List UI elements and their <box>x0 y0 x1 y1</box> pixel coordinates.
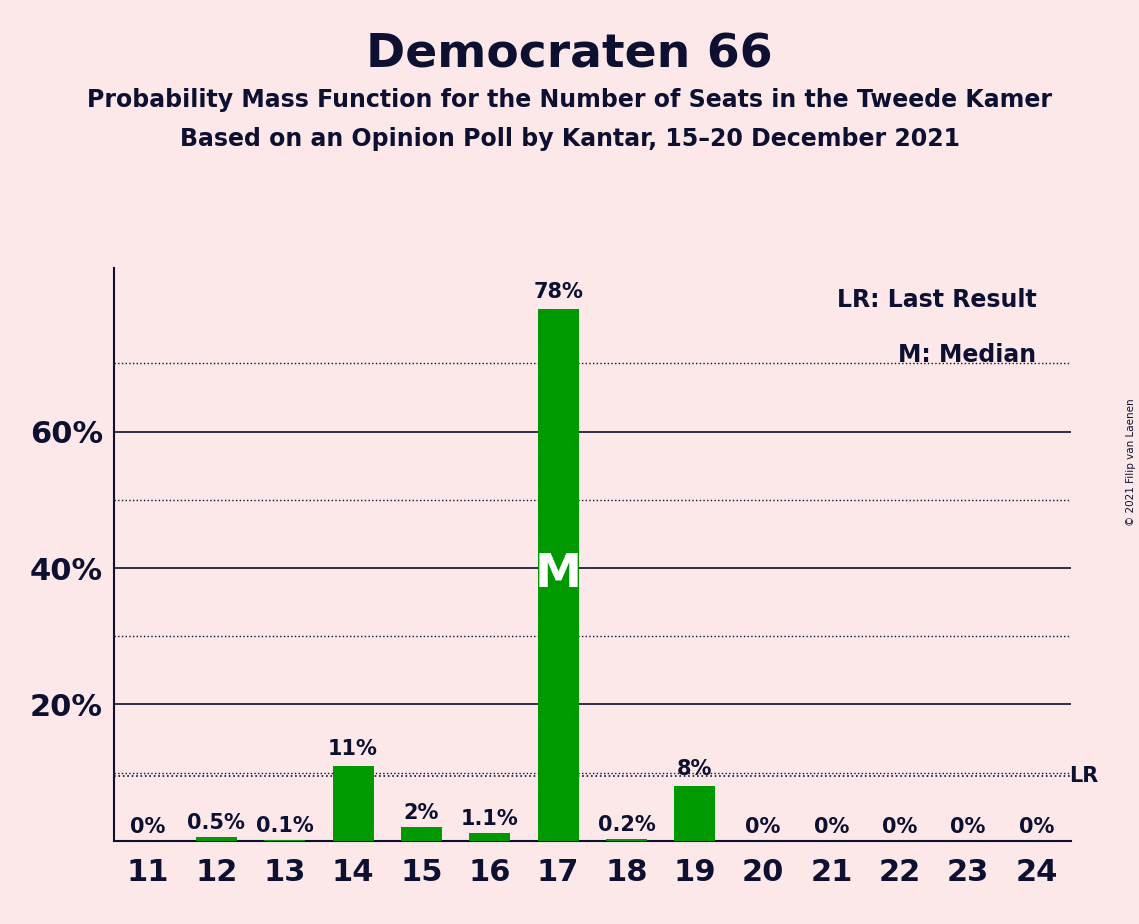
Text: 0.5%: 0.5% <box>188 813 245 833</box>
Text: M: M <box>534 553 582 597</box>
Text: 78%: 78% <box>533 282 583 302</box>
Text: 0%: 0% <box>130 817 166 837</box>
Bar <box>333 766 374 841</box>
Text: 11%: 11% <box>328 739 378 759</box>
Bar <box>469 833 510 841</box>
Bar <box>196 837 237 841</box>
Text: 0.2%: 0.2% <box>598 815 655 835</box>
Text: 0%: 0% <box>1018 817 1055 837</box>
Text: 1.1%: 1.1% <box>461 809 518 829</box>
Text: 0%: 0% <box>745 817 781 837</box>
Text: LR: Last Result: LR: Last Result <box>837 288 1036 312</box>
Text: © 2021 Filip van Laenen: © 2021 Filip van Laenen <box>1126 398 1136 526</box>
Text: M: Median: M: Median <box>899 343 1036 367</box>
Text: 0.1%: 0.1% <box>256 816 313 836</box>
Text: Probability Mass Function for the Number of Seats in the Tweede Kamer: Probability Mass Function for the Number… <box>87 88 1052 112</box>
Bar <box>401 827 442 841</box>
Text: 0%: 0% <box>813 817 850 837</box>
Bar <box>538 309 579 841</box>
Text: LR: LR <box>1068 766 1098 786</box>
Text: 0%: 0% <box>950 817 986 837</box>
Text: Democraten 66: Democraten 66 <box>366 32 773 78</box>
Bar <box>674 786 715 841</box>
Bar <box>606 840 647 841</box>
Text: 8%: 8% <box>677 760 713 780</box>
Text: 2%: 2% <box>403 803 440 823</box>
Text: 0%: 0% <box>882 817 918 837</box>
Text: Based on an Opinion Poll by Kantar, 15–20 December 2021: Based on an Opinion Poll by Kantar, 15–2… <box>180 127 959 151</box>
